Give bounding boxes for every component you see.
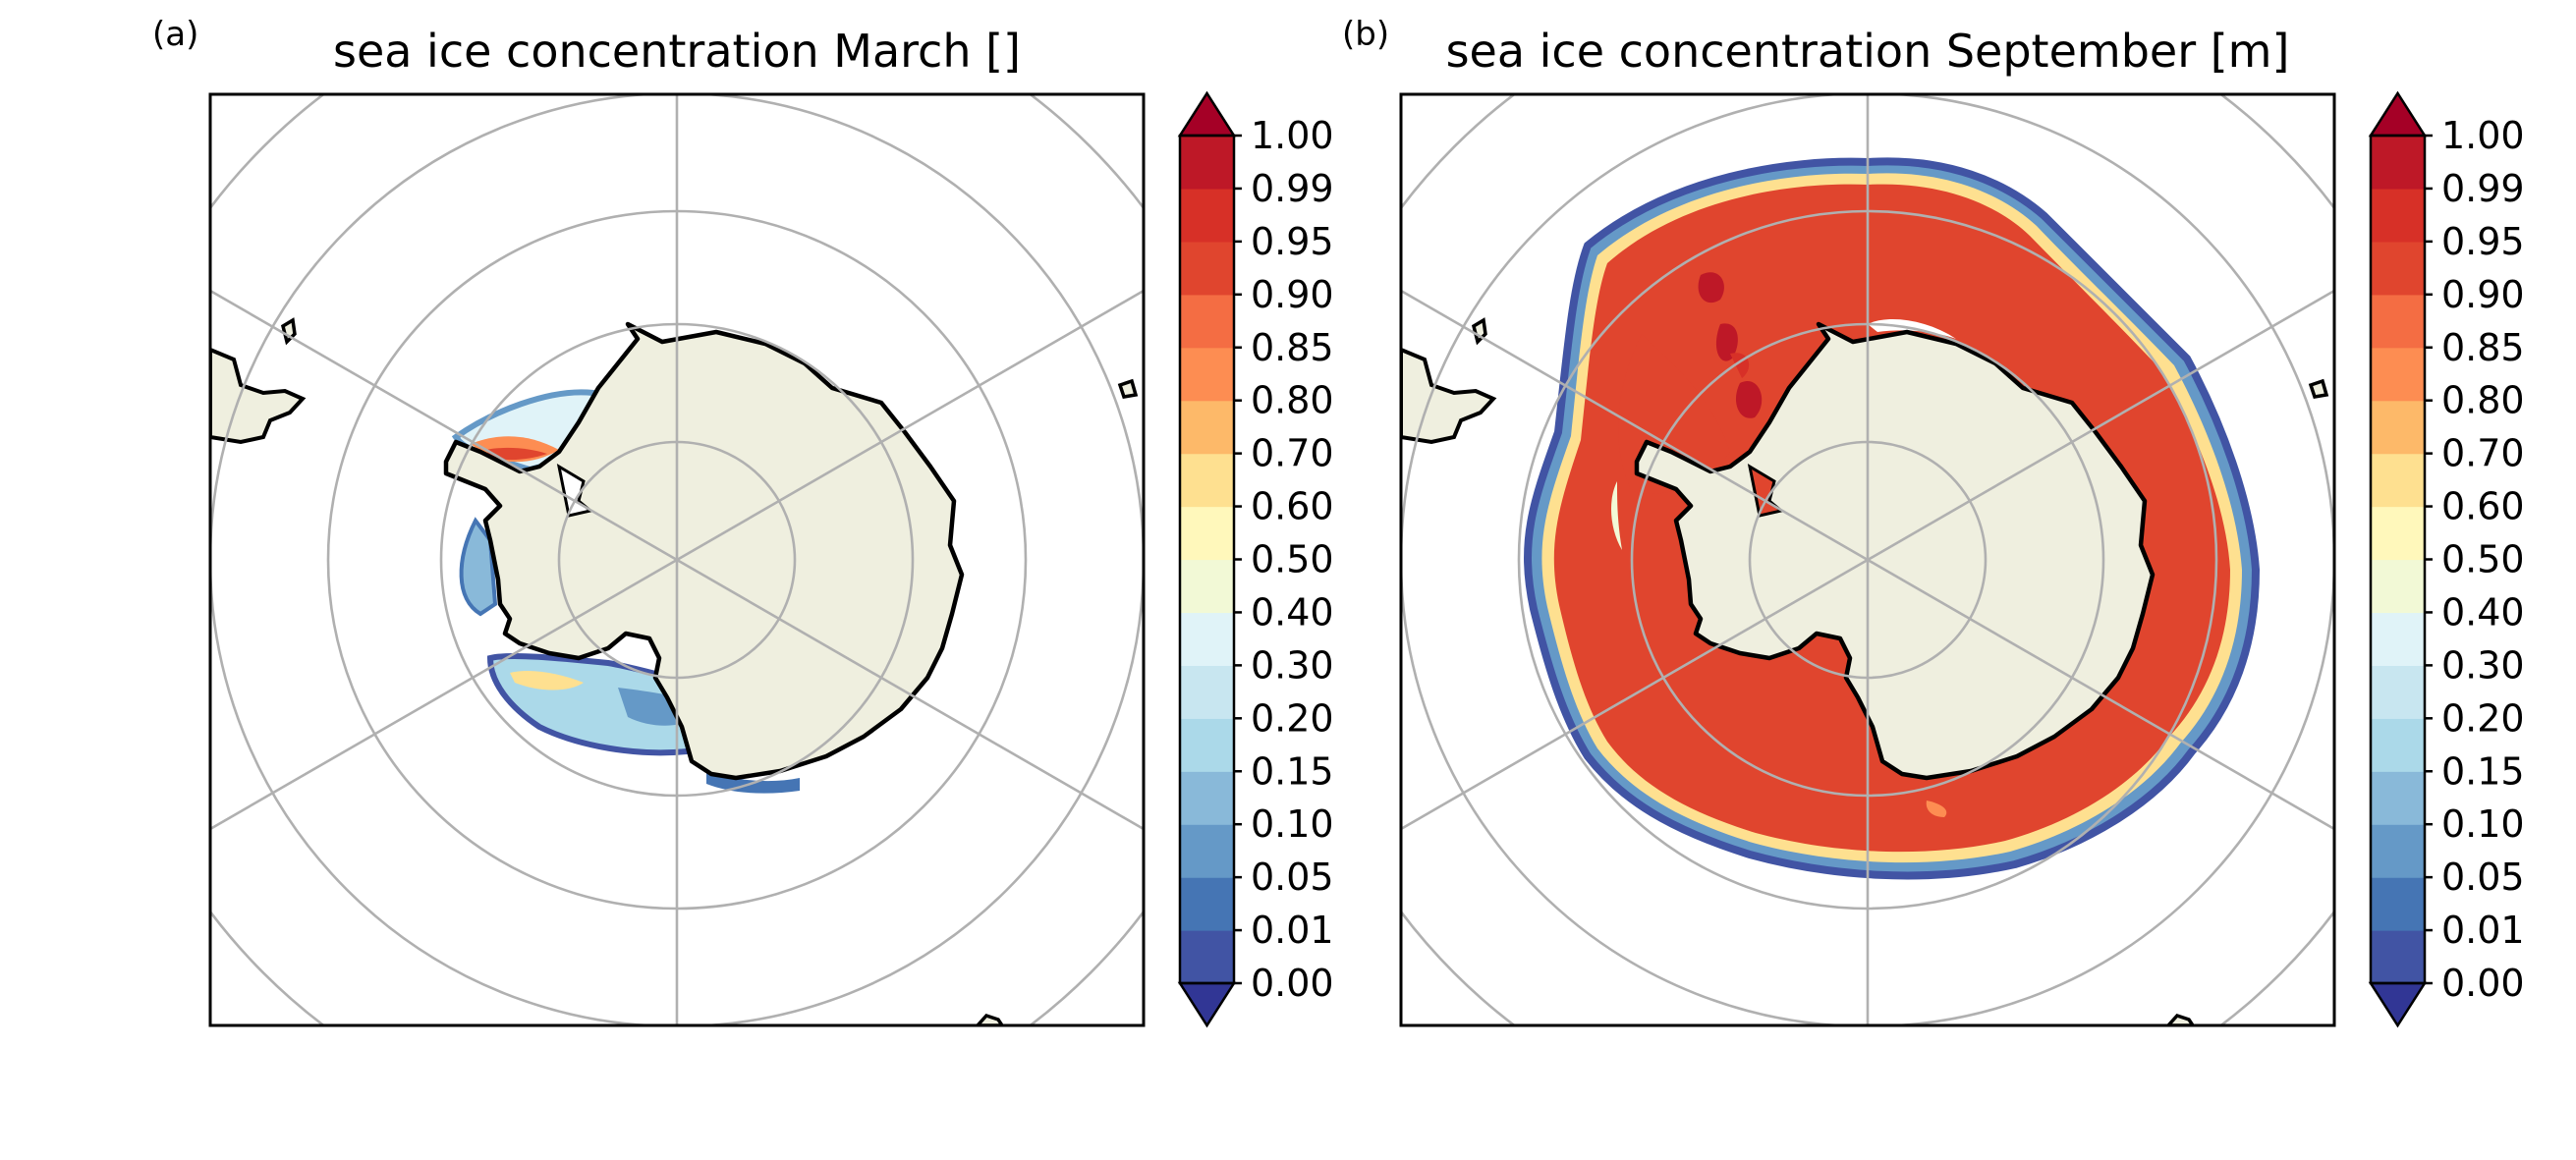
colorbar-tick-label: 0.15 [2441, 749, 2525, 793]
colorbar-tick-label: 0.70 [2441, 432, 2525, 475]
colorbar-segment [2371, 400, 2425, 455]
colorbar-a-extend-max [1177, 90, 1237, 138]
colorbar-a: 0.00 0.01 0.05 0.10 0.15 0.20 0.30 0.40 0.50 0.60… [1177, 90, 1334, 1028]
colorbar-segment [1180, 294, 1234, 349]
colorbar-segment [2371, 506, 2425, 561]
colorbar-segment [2371, 453, 2425, 508]
colorbar-tick-label: 0.80 [2441, 379, 2525, 422]
colorbar-segment [2371, 824, 2425, 878]
colorbar-tick-label: 0.60 [1251, 485, 1334, 528]
colorbar-segment [2371, 559, 2425, 614]
colorbar-segment [2371, 665, 2425, 719]
colorbar-segment [1180, 612, 1234, 666]
colorbar-tick-label: 0.90 [2441, 273, 2525, 316]
map-frame-b [1399, 92, 2336, 1027]
colorbar-segment [2371, 347, 2425, 402]
colorbar-tick-label: 0.40 [2441, 590, 2525, 634]
colorbar-segment [1180, 506, 1234, 561]
colorbar-tick-label: 0.20 [1251, 696, 1334, 740]
colorbar-segment [1180, 453, 1234, 508]
colorbar-segment [2371, 294, 2425, 349]
map-a [210, 94, 1144, 1025]
colorbar-segment [1180, 877, 1234, 931]
map-title-a: sea ice concentration March [] [333, 25, 1021, 78]
colorbar-segment [2371, 136, 2425, 190]
colorbar-segment [2371, 930, 2425, 984]
colorbar-tick-label: 0.05 [2441, 856, 2525, 899]
colorbar-segment [2371, 612, 2425, 666]
colorbar-a-extend-min [1177, 981, 1237, 1028]
colorbar-segment [1180, 930, 1234, 984]
colorbar-segment [1180, 347, 1234, 402]
colorbar-b-segments [2371, 136, 2425, 984]
colorbar-tick-label: 0.60 [2441, 485, 2525, 528]
colorbar-tick-label: 0.95 [2441, 220, 2525, 263]
colorbar-segment [1180, 824, 1234, 878]
colorbar-tick-label: 0.40 [1251, 590, 1334, 634]
colorbar-tick-label: 0.50 [2441, 538, 2525, 581]
colorbar-tick-label: 0.10 [1251, 802, 1334, 846]
colorbar-b-extend-min [2368, 981, 2428, 1028]
colorbar-tick-label: 0.90 [1251, 273, 1334, 316]
colorbar-segment [1180, 136, 1234, 190]
colorbar-a-segments [1180, 136, 1234, 984]
panel-label-b: (b) [1342, 15, 1389, 54]
panel-label-a: (a) [152, 15, 198, 54]
colorbar-tick-label: 0.20 [2441, 696, 2525, 740]
colorbar-tick-label: 0.70 [1251, 432, 1334, 475]
colorbar-tick-label: 0.01 [1251, 909, 1334, 952]
graticule-b [1401, 94, 2334, 1025]
colorbar-tick-label: 0.95 [1251, 220, 1334, 263]
map-b [1401, 94, 2334, 1025]
colorbar-segment [2371, 718, 2425, 772]
colorbar-segment [2371, 771, 2425, 825]
colorbar-tick-label: 0.05 [1251, 856, 1334, 899]
colorbar-tick-label: 0.00 [2441, 962, 2525, 1005]
colorbar-tick-label: 0.50 [1251, 538, 1334, 581]
colorbar-tick-label: 1.00 [2441, 114, 2525, 157]
colorbar-b-extend-max [2368, 90, 2428, 138]
colorbar-tick-label: 0.85 [2441, 326, 2525, 369]
colorbar-segment [1180, 400, 1234, 455]
colorbar-tick-label: 0.30 [2441, 643, 2525, 687]
colorbar-segment [1180, 718, 1234, 772]
colorbar-tick-label: 0.00 [1251, 962, 1334, 1005]
colorbar-tick-label: 0.99 [1251, 167, 1334, 210]
colorbar-segment [1180, 559, 1234, 614]
colorbar-tick-label: 0.10 [2441, 802, 2525, 846]
colorbar-tick-label: 0.85 [1251, 326, 1334, 369]
colorbar-b: 0.00 0.01 0.05 0.10 0.15 0.20 0.30 0.40 0.50 0.60… [2368, 90, 2525, 1028]
colorbar-segment [2371, 241, 2425, 296]
map-title-b: sea ice concentration September [m] [1446, 25, 2290, 78]
colorbar-tick-label: 1.00 [1251, 114, 1334, 157]
colorbar-tick-label: 0.80 [1251, 379, 1334, 422]
colorbar-segment [1180, 241, 1234, 296]
colorbar-segment [1180, 188, 1234, 243]
map-frame-a [208, 92, 1146, 1027]
colorbar-segment [2371, 877, 2425, 931]
colorbar-tick-label: 0.99 [2441, 167, 2525, 210]
graticule-a [210, 94, 1144, 1025]
colorbar-tick-label: 0.01 [2441, 909, 2525, 952]
colorbar-segment [1180, 771, 1234, 825]
colorbar-tick-label: 0.15 [1251, 749, 1334, 793]
colorbar-segment [2371, 188, 2425, 243]
colorbar-segment [1180, 665, 1234, 719]
colorbar-tick-label: 0.30 [1251, 643, 1334, 687]
